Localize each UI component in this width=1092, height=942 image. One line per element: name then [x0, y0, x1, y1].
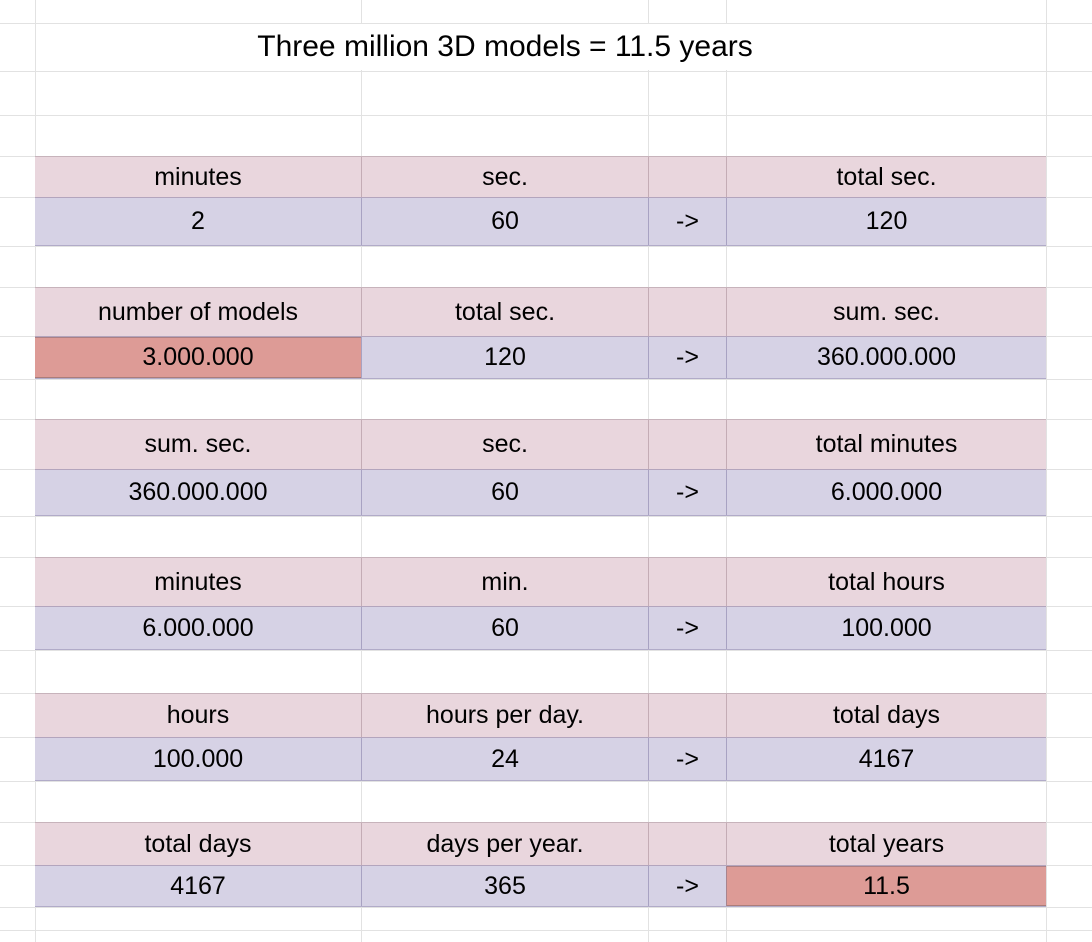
- gridline-horizontal: [0, 115, 1092, 116]
- block5-value-cell-d[interactable]: ->: [648, 738, 726, 780]
- block4-value-cell-e[interactable]: 100.000: [726, 607, 1046, 649]
- block4-value-cell-c[interactable]: 60: [361, 607, 648, 649]
- block6-value-cell-e[interactable]: 11.5: [726, 866, 1046, 906]
- block1-value-cell-e[interactable]: 120: [726, 198, 1046, 245]
- block3-header-cell-e[interactable]: total minutes: [726, 420, 1046, 469]
- block5-value-cell-c[interactable]: 24: [361, 738, 648, 780]
- gridline-horizontal: [0, 907, 1092, 908]
- block6-header-cell-b[interactable]: total days: [144, 829, 252, 858]
- block6-header-cell-c[interactable]: days per year.: [361, 823, 648, 865]
- gridline-horizontal: [0, 23, 1092, 24]
- block4-header-cell-c[interactable]: min.: [361, 558, 648, 606]
- block6-value-cell-d[interactable]: ->: [648, 866, 726, 906]
- block6-header-cell-d[interactable]: [648, 823, 726, 865]
- block3-value-cell-b[interactable]: 360.000.000: [128, 478, 268, 506]
- gridline-horizontal: [0, 71, 1092, 72]
- block6-header-cell-e[interactable]: total years: [726, 823, 1046, 865]
- block1-header-cell-d[interactable]: [648, 157, 726, 197]
- gridline-horizontal: [0, 650, 1092, 651]
- block5-header-cell-b[interactable]: hours: [166, 701, 230, 729]
- block5-value-cell-e[interactable]: 4167: [726, 738, 1046, 780]
- block-value-row: 6.000.000 60 -> 100.000: [35, 606, 1046, 650]
- block1-header-cell-c[interactable]: sec.: [361, 157, 648, 197]
- block6-value-cell-c[interactable]: 365: [361, 866, 648, 906]
- block3-value-cell-e[interactable]: 6.000.000: [726, 470, 1046, 515]
- block2-value-cell-e[interactable]: 360.000.000: [726, 337, 1046, 378]
- block2-header-cell-d[interactable]: [648, 288, 726, 336]
- block3-header-cell-c[interactable]: sec.: [361, 420, 648, 469]
- block5-header-cell-c[interactable]: hours per day.: [361, 694, 648, 737]
- block2-header-cell-e[interactable]: sum. sec.: [726, 288, 1046, 336]
- block-header-row: hours hours per day. total days: [35, 693, 1046, 737]
- block3-value-cell-c[interactable]: 60: [361, 470, 648, 515]
- block-header-row: sum. sec. sec. total minutes: [35, 419, 1046, 469]
- block6-value-cell-b[interactable]: 4167: [170, 871, 226, 900]
- gridline-horizontal: [0, 930, 1092, 931]
- block1-value-cell-b[interactable]: 2: [191, 207, 205, 235]
- gridline-horizontal: [0, 379, 1092, 380]
- block3-header-cell-b[interactable]: sum. sec.: [144, 430, 252, 458]
- block2-header-cell-c[interactable]: total sec.: [361, 288, 648, 336]
- block2-header-cell-b[interactable]: number of models: [97, 297, 299, 326]
- block-value-row: 3.000.000 120 -> 360.000.000: [35, 336, 1046, 379]
- block5-header-cell-d[interactable]: [648, 694, 726, 737]
- gridline-horizontal: [0, 516, 1092, 517]
- block5-value-cell-b[interactable]: 100.000: [152, 744, 244, 773]
- block-header-row: minutes min. total hours: [35, 557, 1046, 606]
- block-value-row: 360.000.000 60 -> 6.000.000: [35, 469, 1046, 516]
- block2-value-cell-c[interactable]: 120: [361, 337, 648, 378]
- block-value-row: 4167 365 -> 11.5: [35, 865, 1046, 907]
- block-header-row: total days days per year. total years: [35, 822, 1046, 865]
- block1-header-cell-b[interactable]: minutes: [154, 162, 242, 191]
- gridline-vertical: [1046, 0, 1047, 942]
- gridline-horizontal: [0, 781, 1092, 782]
- block4-value-cell-d[interactable]: ->: [648, 607, 726, 649]
- block-value-row: 2 60 -> 120: [35, 197, 1046, 246]
- block4-header-cell-d[interactable]: [648, 558, 726, 606]
- block4-header-cell-e[interactable]: total hours: [726, 558, 1046, 606]
- block-value-row: 100.000 24 -> 4167: [35, 737, 1046, 781]
- block-header-row: minutes sec. total sec.: [35, 156, 1046, 197]
- sheet-title[interactable]: Three million 3D models = 11.5 years: [36, 24, 1045, 70]
- block2-value-cell-b[interactable]: 3.000.000: [35, 337, 361, 378]
- block3-value-cell-d[interactable]: ->: [648, 470, 726, 515]
- block4-header-cell-b[interactable]: minutes: [154, 567, 242, 596]
- block2-value-cell-d[interactable]: ->: [648, 337, 726, 378]
- gridline-horizontal: [0, 246, 1092, 247]
- block-header-row: number of models total sec. sum. sec.: [35, 287, 1046, 336]
- block3-header-cell-d[interactable]: [648, 420, 726, 469]
- block5-header-cell-e[interactable]: total days: [726, 694, 1046, 737]
- block1-header-cell-e[interactable]: total sec.: [726, 157, 1046, 197]
- block1-value-cell-d[interactable]: ->: [648, 198, 726, 245]
- block4-value-cell-b[interactable]: 6.000.000: [142, 613, 254, 642]
- block1-value-cell-c[interactable]: 60: [361, 198, 648, 245]
